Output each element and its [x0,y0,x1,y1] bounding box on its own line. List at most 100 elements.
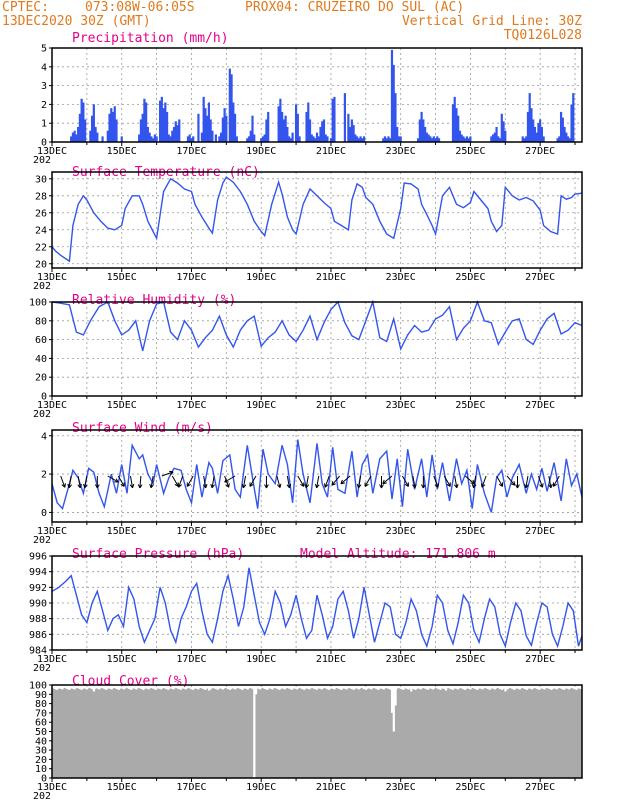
precip-bar [500,113,503,142]
precip-bar [160,96,163,142]
precip-bar [394,93,397,142]
precip-bar [143,98,146,142]
precip-bar [422,119,425,142]
precip-ytick-label: 3 [41,81,47,92]
precip-bar [108,113,111,142]
pressure-xtick-label: 23DEC [386,654,416,665]
temperature-xtick-label: 13DEC [37,272,67,283]
wind-arrow [506,475,516,486]
precip-xtick-label: 13DEC [37,146,67,157]
precip-bar [279,98,282,142]
precip-bar [572,93,575,142]
precip-bar [457,115,460,142]
cloud-ytick-label: 30 [35,746,47,757]
cloud-xtick-label: 15DEC [107,782,137,793]
humidity-year-label: 202 [33,409,51,420]
precip-title: Precipitation (mm/h) [72,31,229,46]
wind-arrow [129,475,135,489]
precip-bar [417,138,420,142]
temperature-xtick-label: 27DEC [525,272,555,283]
precip-bar [559,111,563,142]
precip-bar [202,96,205,142]
precip-bar [530,108,533,142]
precip-bar [464,138,467,142]
wind-arrow [471,475,477,489]
wind-arrow [331,475,341,486]
precip-bar [525,136,528,142]
precip-bar [197,113,200,142]
wind-xtick-label: 21DEC [316,526,346,537]
wind-arrow [515,476,520,489]
wind-xtick-label: 19DEC [246,526,276,537]
wind-arrow [401,475,409,487]
wind-arrow [356,475,362,489]
cloud-dip [253,685,256,778]
precip-bar [460,134,463,142]
temperature-xtick-label: 19DEC [246,272,276,283]
precip-bar [437,138,441,142]
precip-bar [174,121,177,142]
cloud-area [52,687,582,778]
precip-bar [265,119,268,142]
humidity-series-line [51,299,583,352]
precip-bar [331,98,334,142]
precip-bar [75,134,78,142]
precip-bar [277,106,280,142]
wind-arrow [552,475,560,487]
humidity-ytick-label: 40 [35,354,47,365]
wind-arrow [177,475,184,488]
pressure-xtick-label: 15DEC [107,654,137,665]
pressure-year-label: 202 [33,663,51,674]
precip-bar [186,136,190,142]
wind-arrow [67,475,72,489]
precip-ytick-label: 4 [41,62,47,73]
precip-bar [321,121,324,142]
cloud-ytick-label: 60 [35,718,47,729]
precip-bar [232,102,235,142]
pressure-xtick-label: 19DEC [246,654,276,665]
precip-bar [84,119,87,142]
wind-arrow [60,475,66,488]
cloud-ytick-label: 70 [35,708,47,719]
precip-bar [429,136,432,142]
precip-bar [200,132,204,142]
precip-frame [51,47,583,143]
precip-bar [568,138,571,142]
wind-xtick-label: 17DEC [176,526,206,537]
wind-xtick-label: 23DEC [386,526,416,537]
precip-bar [462,136,465,142]
cloud-ytick-label: 10 [35,764,47,775]
wind-arrow [83,475,88,489]
pressure-ytick-label: 996 [29,552,47,563]
precip-bar [533,126,537,142]
precip-bar [312,136,315,142]
precip-bar [214,134,217,142]
precip-bar [387,136,390,142]
cloud-xtick-label: 25DEC [455,782,485,793]
precip-bar [498,138,502,142]
precip-bar [556,138,559,142]
precip-bar [101,136,104,142]
temperature-ytick-label: 24 [35,225,47,236]
temperature-xtick-label: 17DEC [176,272,206,283]
wind-arrow [537,475,544,488]
precip-bar [469,136,472,142]
precip-bar [92,104,95,142]
wind-arrow [117,475,125,487]
precip-bar [247,136,251,142]
cloud-dip [207,685,211,691]
wind-series-line [51,439,583,513]
precip-xtick-label: 27DEC [525,146,555,157]
wind-arrow [453,475,459,489]
precip-bar [397,136,401,142]
panel-pressure: Surface Pressure (hPa) Model Altitude: 17… [29,547,583,674]
precip-bar [382,138,385,142]
precip-xtick-label: 17DEC [176,146,206,157]
pressure-annotation: Model Altitude: 171.806 m [300,547,496,562]
precip-bar [172,126,176,142]
wind-arrow [210,475,215,489]
precip-bar [392,64,395,142]
precip-year-label: 202 [33,155,51,166]
precip-bar [537,123,540,142]
wind-arrow [324,475,330,488]
